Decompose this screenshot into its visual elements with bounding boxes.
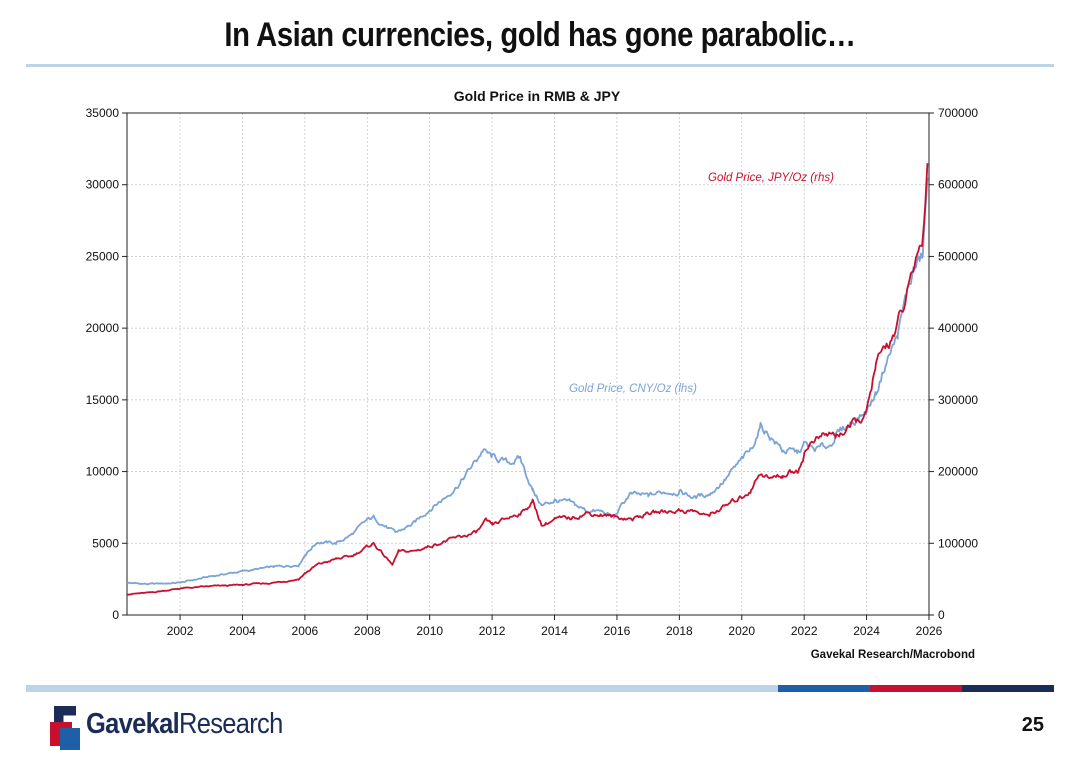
annotation-jpy: Gold Price, JPY/Oz (rhs) — [708, 172, 834, 184]
series-lines — [126, 163, 929, 596]
x-axis-tick-label: 2022 — [791, 624, 818, 638]
left-axis-tick-label: 10000 — [86, 465, 120, 479]
x-axis-tick-label: 2024 — [853, 624, 880, 638]
logo-squares-icon — [50, 706, 83, 750]
right-axis-tick-label: 500000 — [938, 249, 978, 263]
plot-frame — [126, 112, 930, 616]
x-axis-tick-label: 2020 — [728, 624, 755, 638]
right-axis-tick-label: 600000 — [938, 178, 978, 192]
x-axis-tick-label: 2016 — [604, 624, 631, 638]
right-axis-tick-label: 400000 — [938, 321, 978, 335]
logo-wordmark: GavekalResearch — [86, 708, 283, 740]
x-axis-tick-label: 2018 — [666, 624, 693, 638]
title-rule — [26, 64, 1054, 67]
x-axis-tick-label: 2012 — [479, 624, 506, 638]
left-axis-tick-label: 25000 — [86, 249, 120, 263]
x-axis-tick-label: 2010 — [416, 624, 443, 638]
footer-bar-red — [870, 685, 962, 692]
series-line-jpy — [126, 163, 929, 596]
annotation-cny: Gold Price, CNY/Oz (lhs) — [569, 383, 697, 395]
left-axis-tick-label: 20000 — [86, 321, 120, 335]
page-number: 25 — [1021, 714, 1044, 736]
footer-bar-navy — [962, 685, 1054, 692]
x-axis-tick-label: 2002 — [167, 624, 194, 638]
axes: 0 5000 10000 15000 20000 25000 30000 35000 0 1000… — [86, 106, 979, 638]
left-axis-tick-label: 35000 — [86, 106, 120, 120]
right-axis-tick-label: 700000 — [938, 106, 978, 120]
left-axis-tick-label: 5000 — [92, 536, 119, 550]
right-axis-tick-label: 0 — [938, 608, 945, 622]
slide-title: In Asian currencies, gold has gone parab… — [224, 16, 856, 54]
left-axis-tick-label: 0 — [112, 608, 119, 622]
chart-source: Gavekal Research/Macrobond — [811, 649, 975, 661]
right-axis-tick-label: 200000 — [938, 465, 978, 479]
x-axis-tick-label: 2008 — [354, 624, 381, 638]
right-axis-tick-label: 100000 — [938, 536, 978, 550]
x-axis-tick-label: 2004 — [229, 624, 256, 638]
grid-lines — [127, 112, 929, 615]
series-line-cny — [126, 177, 929, 586]
left-axis-tick-label: 30000 — [86, 178, 120, 192]
gold-price-chart: Gold Price in RMB & JPY 0 5000 10000 15000 2… — [86, 88, 979, 661]
left-axis-tick-label: 15000 — [86, 393, 120, 407]
footer-bar-blue — [778, 685, 870, 692]
gavekal-logo: GavekalResearch — [50, 706, 290, 750]
right-axis-tick-label: 300000 — [938, 393, 978, 407]
x-axis-tick-label: 2006 — [292, 624, 319, 638]
chart-title: Gold Price in RMB & JPY — [454, 88, 621, 104]
x-axis-tick-label: 2026 — [916, 624, 943, 638]
footer-bar-light — [26, 685, 778, 692]
x-axis-tick-label: 2014 — [541, 624, 568, 638]
